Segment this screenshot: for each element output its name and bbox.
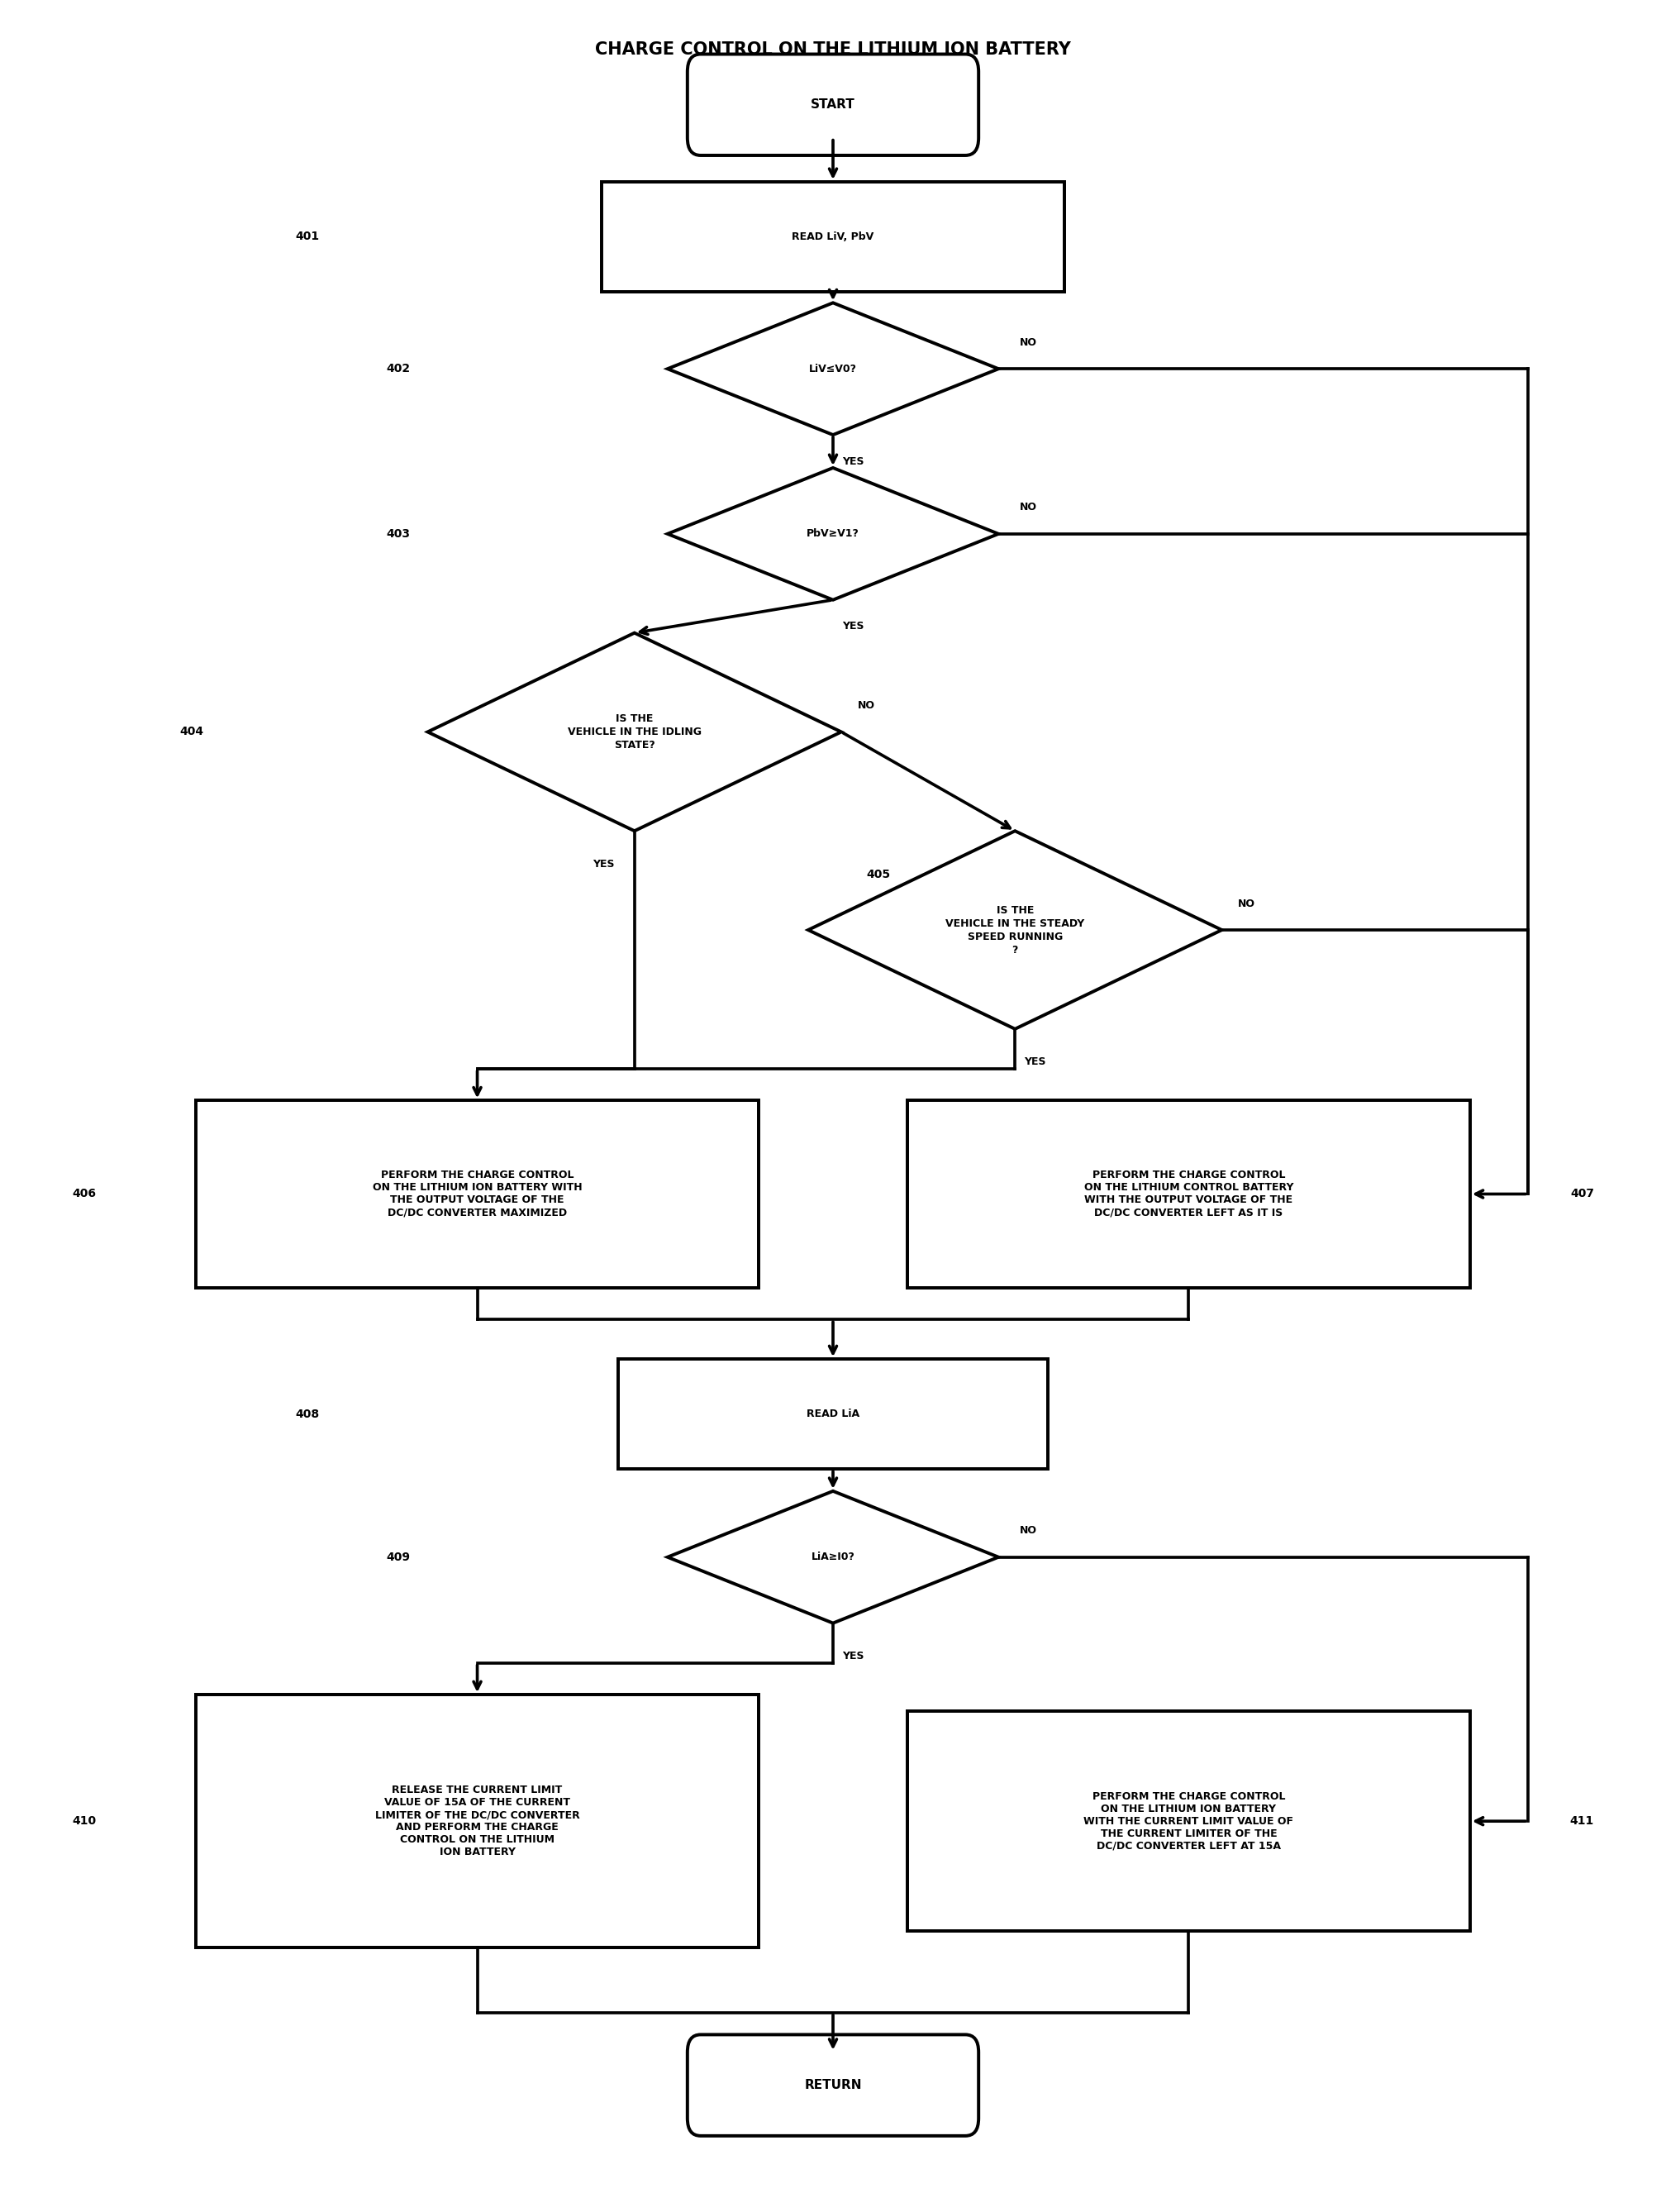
Text: 411: 411 xyxy=(1569,1816,1594,1827)
Text: START: START xyxy=(811,100,855,111)
Text: NO: NO xyxy=(1020,1526,1036,1535)
Text: YES: YES xyxy=(1025,1057,1046,1068)
Text: READ LiV, PbV: READ LiV, PbV xyxy=(791,232,875,241)
Polygon shape xyxy=(808,832,1221,1029)
Text: 404: 404 xyxy=(180,726,203,737)
Text: 407: 407 xyxy=(1569,1188,1594,1199)
Text: (THIRD EMBODIMENT): (THIRD EMBODIMENT) xyxy=(726,71,940,86)
Bar xyxy=(908,1102,1469,1287)
Text: PERFORM THE CHARGE CONTROL
ON THE LITHIUM ION BATTERY
WITH THE CURRENT LIMIT VAL: PERFORM THE CHARGE CONTROL ON THE LITHIU… xyxy=(1085,1792,1294,1851)
Text: IS THE
VEHICLE IN THE STEADY
SPEED RUNNING
?: IS THE VEHICLE IN THE STEADY SPEED RUNNI… xyxy=(946,905,1085,956)
Text: YES: YES xyxy=(841,622,863,633)
Bar xyxy=(908,1712,1469,1931)
Text: YES: YES xyxy=(841,456,863,467)
Text: RELEASE THE CURRENT LIMIT
VALUE OF 15A OF THE CURRENT
LIMITER OF THE DC/DC CONVE: RELEASE THE CURRENT LIMIT VALUE OF 15A O… xyxy=(375,1785,580,1858)
Text: NO: NO xyxy=(858,701,875,710)
Polygon shape xyxy=(668,1491,998,1624)
Polygon shape xyxy=(668,303,998,436)
Polygon shape xyxy=(668,469,998,599)
Text: RETURN: RETURN xyxy=(805,2079,861,2090)
FancyBboxPatch shape xyxy=(688,53,978,155)
Text: 401: 401 xyxy=(295,230,320,243)
Bar xyxy=(618,1358,1048,1469)
Text: NO: NO xyxy=(1238,898,1254,909)
Text: PERFORM THE CHARGE CONTROL
ON THE LITHIUM ION BATTERY WITH
THE OUTPUT VOLTAGE OF: PERFORM THE CHARGE CONTROL ON THE LITHIU… xyxy=(373,1170,581,1219)
Text: YES: YES xyxy=(593,858,615,869)
Text: LiV≤V0?: LiV≤V0? xyxy=(810,363,856,374)
Bar xyxy=(197,1694,758,1949)
Bar xyxy=(197,1102,758,1287)
Text: NO: NO xyxy=(1020,502,1036,513)
Text: IS THE
VEHICLE IN THE IDLING
STATE?: IS THE VEHICLE IN THE IDLING STATE? xyxy=(568,712,701,750)
Text: READ LiA: READ LiA xyxy=(806,1409,860,1420)
Text: PbV≥V1?: PbV≥V1? xyxy=(806,529,860,540)
Text: 406: 406 xyxy=(72,1188,97,1199)
Bar xyxy=(601,181,1065,292)
Text: 402: 402 xyxy=(387,363,410,374)
FancyBboxPatch shape xyxy=(688,2035,978,2137)
Text: 408: 408 xyxy=(295,1409,320,1420)
Text: NO: NO xyxy=(1020,336,1036,347)
Text: 403: 403 xyxy=(387,529,410,540)
Text: 409: 409 xyxy=(387,1551,410,1564)
Text: LiA≥I0?: LiA≥I0? xyxy=(811,1553,855,1562)
Text: CHARGE CONTROL ON THE LITHIUM ION BATTERY: CHARGE CONTROL ON THE LITHIUM ION BATTER… xyxy=(595,42,1071,58)
Text: YES: YES xyxy=(841,1650,863,1661)
Polygon shape xyxy=(428,633,841,832)
Text: 410: 410 xyxy=(72,1816,97,1827)
Text: PERFORM THE CHARGE CONTROL
ON THE LITHIUM CONTROL BATTERY
WITH THE OUTPUT VOLTAG: PERFORM THE CHARGE CONTROL ON THE LITHIU… xyxy=(1085,1170,1293,1219)
Text: 405: 405 xyxy=(866,869,890,880)
